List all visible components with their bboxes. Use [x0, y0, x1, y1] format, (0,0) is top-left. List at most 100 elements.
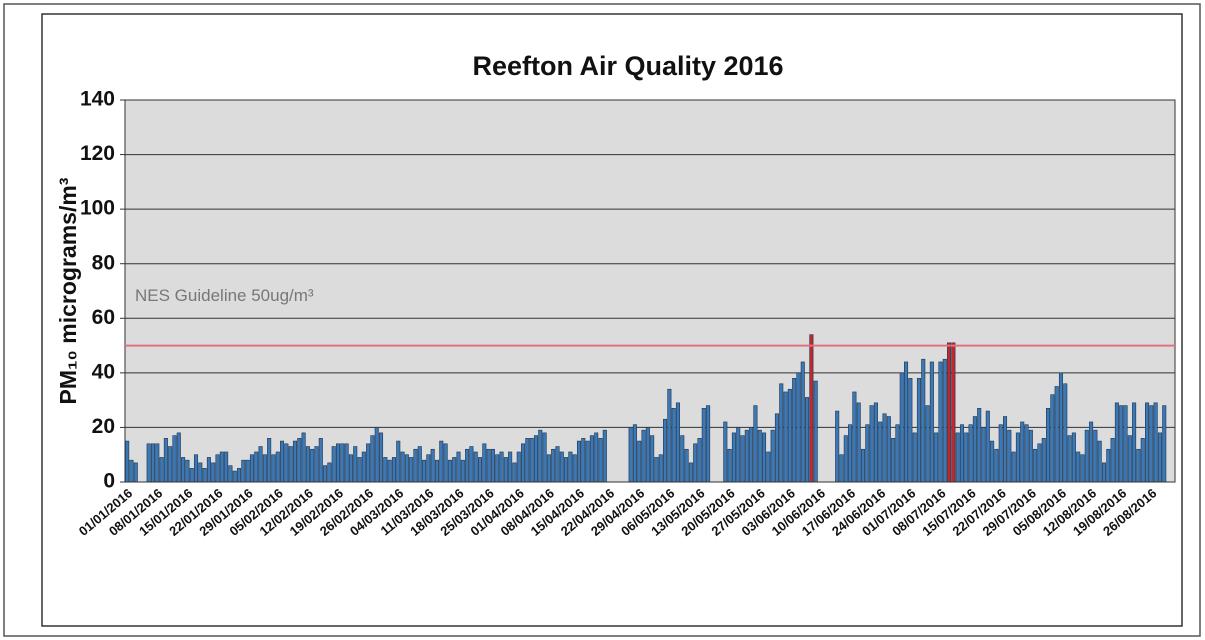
bar — [740, 435, 745, 483]
bar — [417, 446, 422, 483]
bar — [267, 438, 272, 483]
bar — [921, 358, 926, 483]
bar — [181, 457, 186, 483]
bar — [1140, 438, 1145, 483]
bar — [602, 429, 607, 483]
bar — [684, 448, 689, 483]
bar — [503, 457, 508, 483]
bar — [770, 429, 775, 483]
bar — [981, 427, 986, 483]
bar — [654, 457, 659, 483]
bar — [1067, 435, 1072, 483]
bar — [1058, 372, 1063, 483]
bar — [843, 435, 848, 483]
bar — [301, 432, 306, 483]
threshold-label: NES Guideline 50ug/m³ — [135, 286, 314, 305]
bar — [1071, 432, 1076, 483]
bar — [1097, 440, 1102, 483]
bar — [559, 451, 564, 483]
bar — [856, 402, 861, 483]
bar — [245, 459, 250, 483]
bar — [452, 457, 457, 483]
bar — [869, 405, 874, 483]
bar — [1157, 432, 1162, 483]
bar — [576, 440, 582, 483]
bar — [813, 380, 818, 483]
bar — [434, 459, 440, 483]
y-tick-label: 80 — [92, 251, 115, 274]
bar — [1084, 429, 1089, 483]
bar — [796, 372, 801, 483]
bar — [985, 410, 990, 483]
bar — [998, 424, 1003, 483]
bar — [895, 424, 900, 483]
bar — [701, 408, 706, 483]
bar — [258, 446, 263, 483]
bar — [1037, 443, 1042, 483]
bar — [331, 446, 336, 483]
bar — [964, 432, 969, 483]
bar — [766, 451, 771, 483]
bar — [878, 421, 883, 483]
bar — [176, 432, 181, 483]
bar — [990, 440, 995, 483]
bar — [473, 451, 478, 483]
bar — [968, 424, 973, 483]
bar — [706, 405, 711, 483]
bar — [404, 454, 409, 483]
bar — [568, 451, 573, 483]
bar — [370, 435, 375, 483]
bar — [1136, 448, 1141, 483]
bar — [232, 470, 237, 483]
bar — [426, 454, 431, 483]
bar — [254, 451, 259, 483]
bar — [516, 451, 521, 483]
bar — [477, 457, 483, 483]
bar — [486, 448, 491, 483]
bar — [357, 457, 362, 483]
bar — [133, 462, 138, 483]
bar — [409, 457, 414, 483]
bar — [193, 454, 199, 483]
bar — [1114, 402, 1119, 483]
bar — [400, 451, 405, 483]
bar — [1050, 394, 1055, 483]
bar — [899, 372, 904, 483]
bar — [249, 454, 254, 483]
bar — [731, 432, 736, 483]
bar — [882, 413, 887, 483]
bar — [594, 432, 599, 483]
y-tick-label: 20 — [92, 415, 115, 438]
bar — [783, 391, 788, 483]
bar — [297, 438, 302, 483]
bar — [628, 427, 633, 483]
bar — [697, 438, 702, 483]
bar — [1093, 429, 1098, 483]
bar — [886, 416, 891, 483]
bar — [688, 462, 693, 483]
bar — [219, 451, 224, 483]
bar — [1015, 432, 1020, 483]
bar — [1162, 405, 1167, 483]
bar — [1011, 451, 1016, 483]
bar — [490, 448, 495, 483]
bar — [340, 443, 345, 483]
bar — [495, 454, 500, 483]
bar — [632, 424, 637, 483]
bar — [1153, 402, 1158, 483]
bar — [228, 465, 233, 483]
bar — [271, 454, 276, 483]
bar — [589, 435, 594, 483]
bar — [934, 432, 939, 483]
bar — [1076, 451, 1081, 483]
bar — [598, 438, 603, 483]
bar — [374, 427, 379, 483]
bar — [1028, 429, 1033, 483]
bar — [224, 451, 229, 483]
bar — [1054, 386, 1059, 483]
bar — [581, 438, 586, 483]
bar — [555, 446, 560, 483]
bar — [792, 378, 797, 483]
bar — [977, 408, 982, 483]
